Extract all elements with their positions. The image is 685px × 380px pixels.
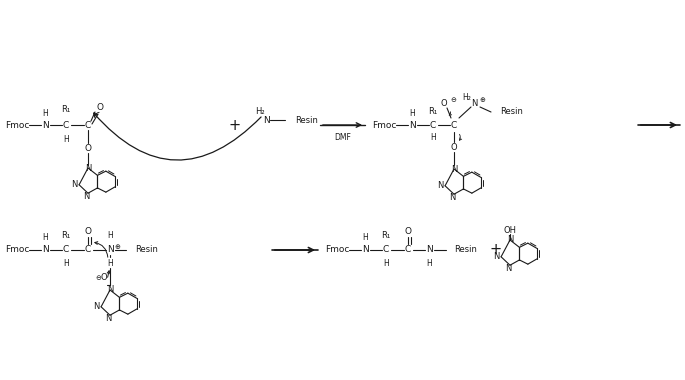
Text: O: O [101, 274, 108, 282]
Text: N: N [362, 245, 369, 255]
Text: Resin: Resin [454, 245, 477, 255]
Text: O: O [97, 103, 103, 111]
Text: H: H [362, 233, 368, 242]
Text: H₂: H₂ [462, 92, 471, 101]
Text: N: N [451, 165, 457, 174]
Text: Fmoc: Fmoc [372, 120, 397, 130]
Text: O: O [405, 228, 412, 236]
Text: O: O [84, 228, 92, 236]
Text: DMF: DMF [334, 133, 351, 141]
Text: N: N [506, 264, 512, 273]
Text: R₁: R₁ [382, 231, 390, 241]
Text: ⊕: ⊕ [479, 97, 485, 103]
Text: N: N [85, 163, 91, 173]
Text: N: N [84, 192, 90, 201]
Text: C: C [63, 120, 69, 130]
Text: ⊖: ⊖ [450, 97, 456, 103]
Text: H: H [107, 231, 113, 241]
Text: N: N [449, 193, 456, 202]
Text: +: + [490, 242, 502, 258]
Text: C: C [63, 245, 69, 255]
Text: N: N [107, 285, 113, 294]
Text: H: H [107, 258, 113, 268]
Text: N: N [425, 245, 432, 255]
Text: Resin: Resin [500, 108, 523, 117]
Text: R₁: R₁ [62, 106, 71, 114]
Text: Resin: Resin [295, 116, 318, 125]
Text: N: N [71, 180, 77, 189]
Text: N: N [262, 116, 269, 125]
Text: O: O [451, 142, 458, 152]
Text: N: N [507, 236, 513, 244]
Text: O: O [440, 98, 447, 108]
Text: N: N [471, 98, 477, 108]
Text: R₁: R₁ [62, 231, 71, 239]
Text: C: C [383, 245, 389, 255]
Text: Fmoc: Fmoc [5, 120, 29, 130]
Text: O: O [84, 144, 92, 152]
Text: C: C [85, 245, 91, 255]
Text: H: H [63, 135, 69, 144]
Text: N: N [42, 245, 49, 255]
Text: R₁: R₁ [428, 106, 438, 116]
Text: N: N [105, 314, 112, 323]
Text: Fmoc: Fmoc [325, 245, 349, 255]
Text: OH: OH [503, 226, 516, 235]
Text: H: H [383, 258, 389, 268]
Text: Resin: Resin [135, 245, 158, 255]
Text: H: H [42, 233, 48, 242]
Text: H₂: H₂ [256, 106, 265, 116]
Text: ⊖: ⊖ [95, 275, 101, 281]
Text: H: H [63, 258, 69, 268]
Text: N: N [92, 302, 99, 311]
Text: C: C [451, 120, 457, 130]
Text: N: N [493, 252, 499, 261]
Text: C: C [405, 245, 411, 255]
Text: H: H [430, 133, 436, 142]
Text: Fmoc: Fmoc [5, 245, 29, 255]
Text: +: + [229, 117, 241, 133]
Text: ⊕: ⊕ [114, 244, 120, 250]
Text: N: N [42, 120, 49, 130]
Text: H: H [426, 258, 432, 268]
Text: H: H [42, 109, 48, 117]
Text: C: C [430, 120, 436, 130]
Text: N: N [107, 245, 114, 255]
Text: C: C [85, 120, 91, 130]
Text: N: N [436, 181, 443, 190]
Text: H: H [409, 109, 415, 117]
Text: N: N [409, 120, 415, 130]
